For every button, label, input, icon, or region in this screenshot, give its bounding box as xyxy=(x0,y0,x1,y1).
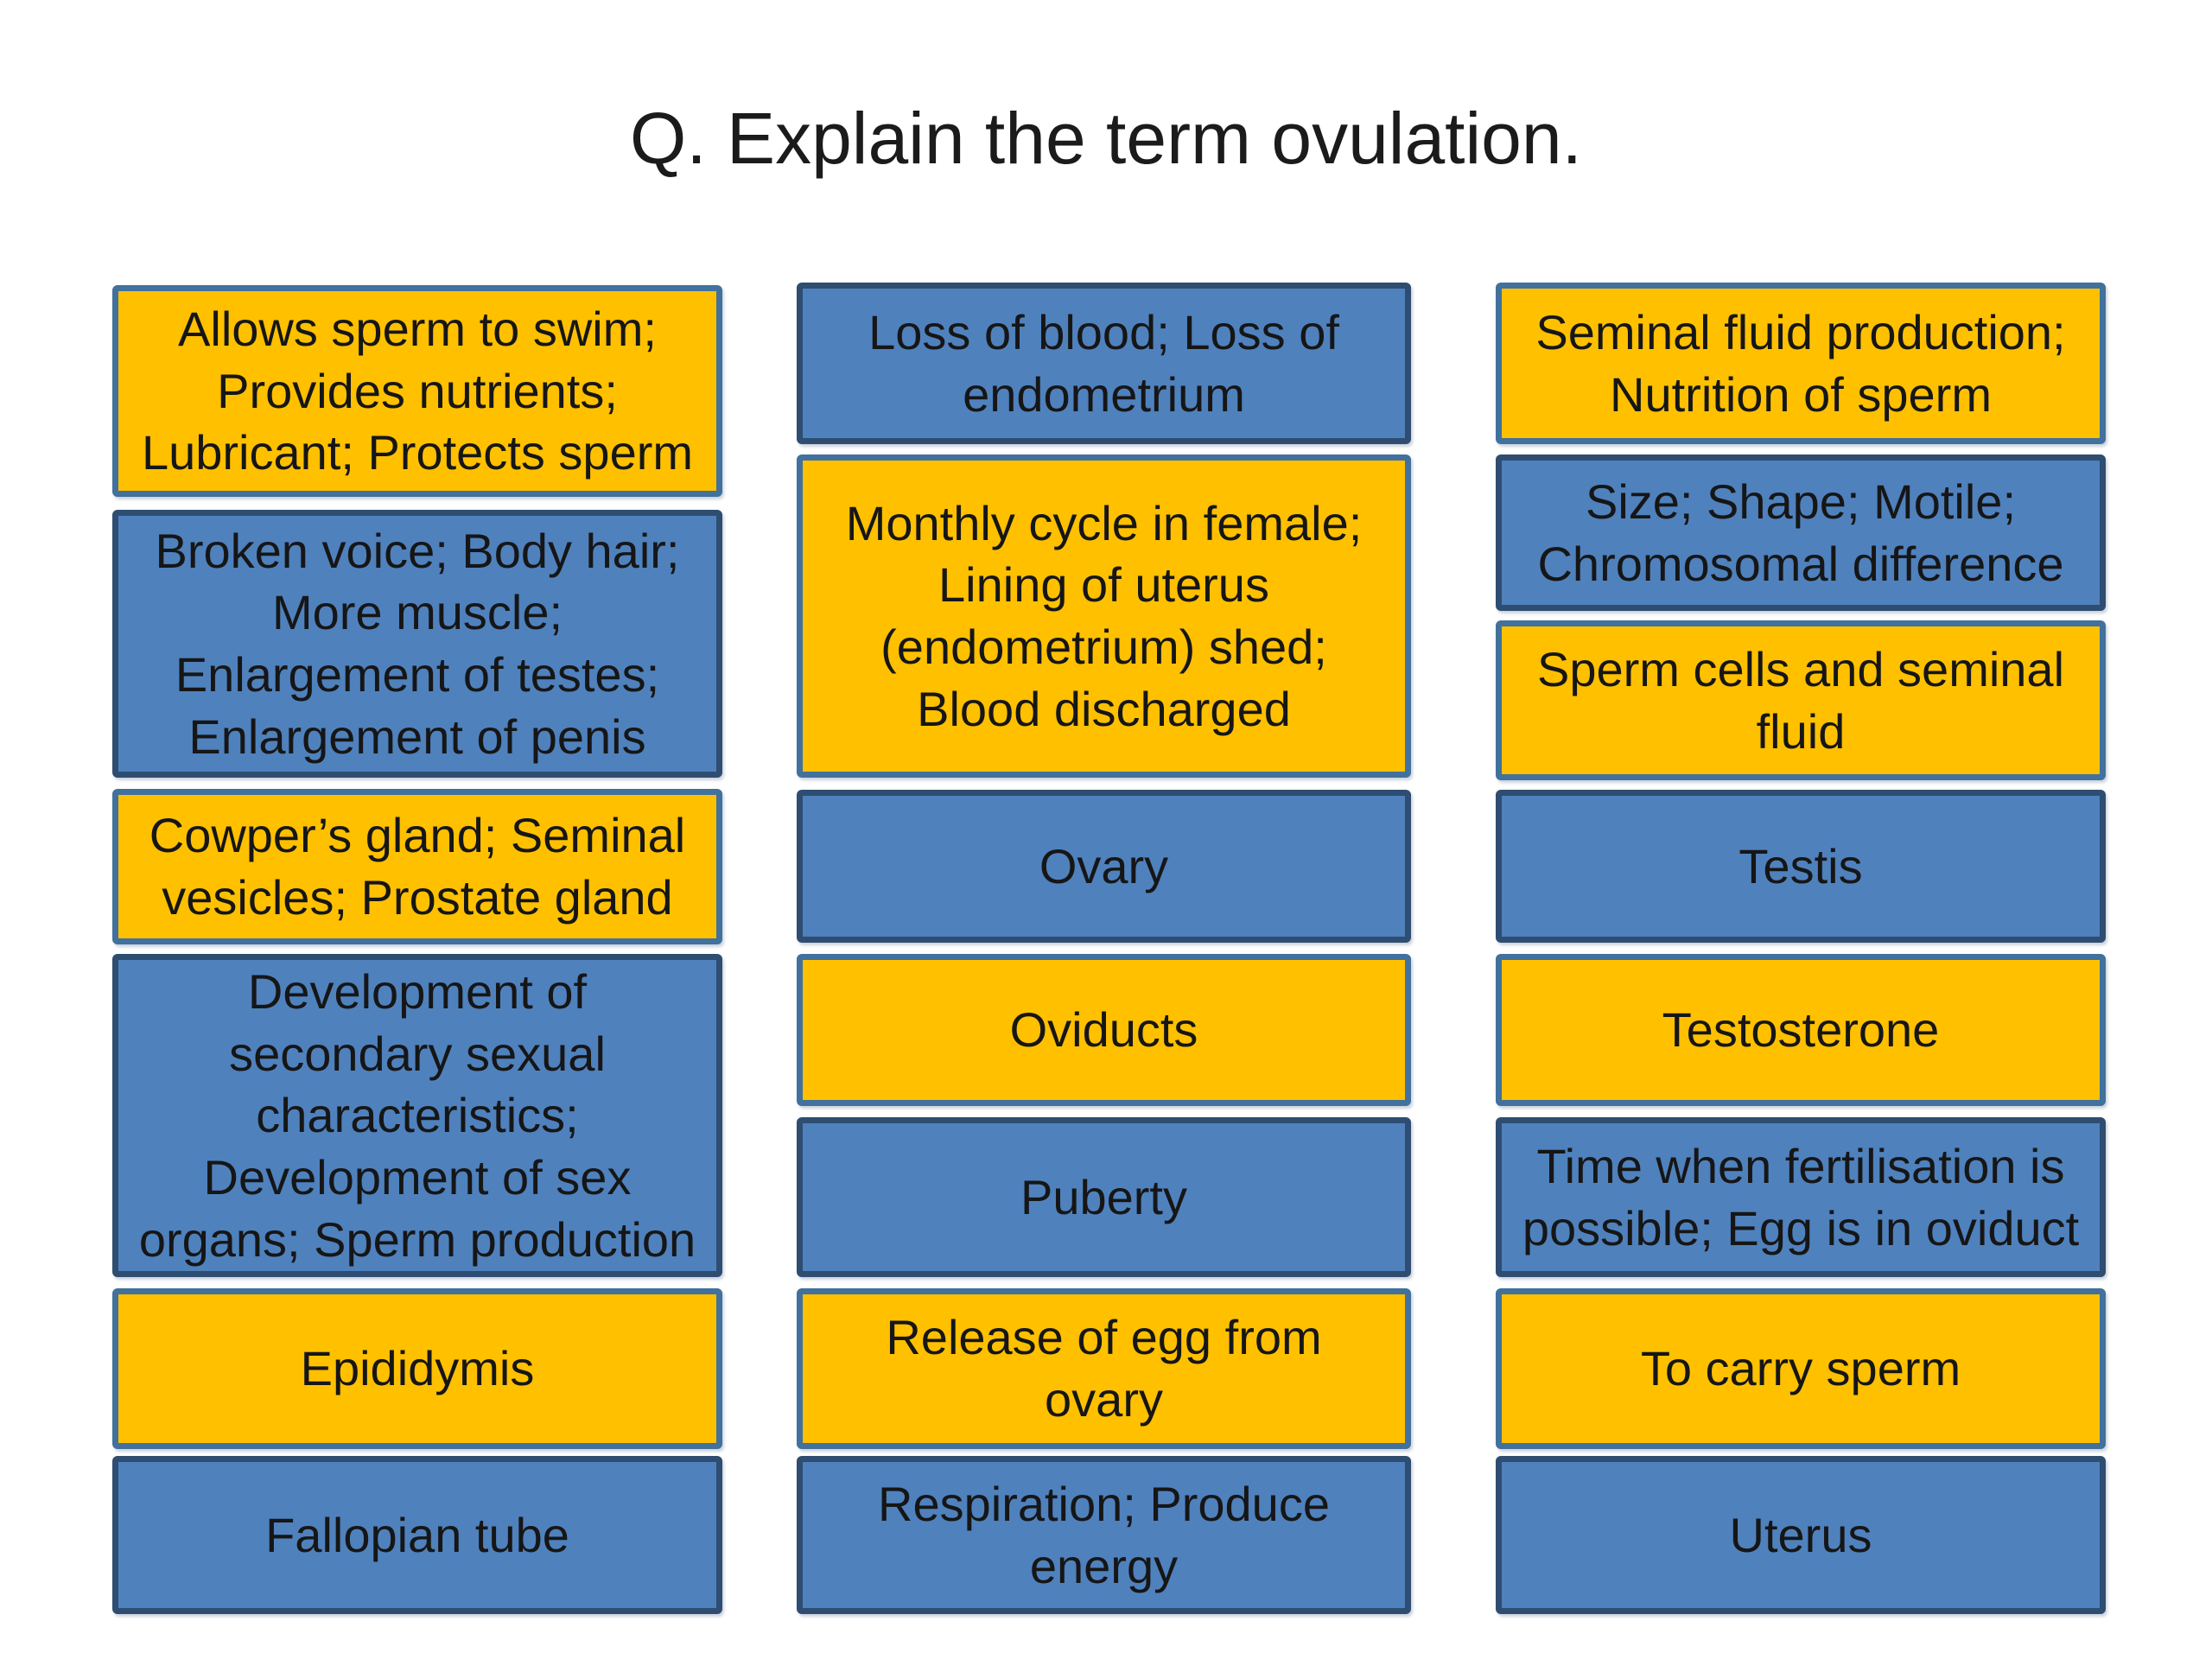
answer-card: Time when fertilisation is possible; Egg… xyxy=(1496,1117,2106,1277)
answer-card: Broken voice; Body hair; More muscle; En… xyxy=(112,510,722,778)
answer-card-text: Development of secondary sexual characte… xyxy=(138,963,696,1267)
answer-card-text: Sperm cells and seminal fluid xyxy=(1536,641,2065,759)
answer-card-text: Fallopian tube xyxy=(265,1507,569,1562)
answer-card: Oviducts xyxy=(797,954,1411,1106)
answer-card-text: Release of egg from ovary xyxy=(886,1310,1322,1427)
answer-card-text: To carry sperm xyxy=(1640,1341,1961,1396)
answer-card: Respiration; Produce energy xyxy=(797,1456,1411,1614)
answer-card: Size; Shape; Motile; Chromosomal differe… xyxy=(1496,454,2106,611)
answer-card-text: Seminal fluid production; Nutrition of s… xyxy=(1535,304,2066,422)
slide-title: Q. Explain the term ovulation. xyxy=(630,98,1582,179)
answer-card: Sperm cells and seminal fluid xyxy=(1496,620,2106,780)
answer-card-text: Puberty xyxy=(1020,1169,1187,1224)
answer-card: Development of secondary sexual characte… xyxy=(112,954,722,1277)
answer-card-text: Broken voice; Body hair; More muscle; En… xyxy=(155,523,680,764)
answer-card: Puberty xyxy=(797,1117,1411,1277)
answer-card: To carry sperm xyxy=(1496,1288,2106,1449)
answer-card-text: Testosterone xyxy=(1662,1002,1940,1058)
answer-card-text: Ovary xyxy=(1039,838,1169,893)
answer-card: Cowper’s gland; Seminal vesicles; Prosta… xyxy=(112,789,722,944)
answer-card: Testis xyxy=(1496,790,2106,943)
answer-card: Epididymis xyxy=(112,1288,722,1449)
answer-card: Seminal fluid production; Nutrition of s… xyxy=(1496,283,2106,444)
answer-card-text: Loss of blood; Loss of endometrium xyxy=(868,304,1339,422)
answer-card: Release of egg from ovary xyxy=(797,1288,1411,1449)
answer-card-text: Oviducts xyxy=(1009,1002,1198,1058)
answer-card-text: Cowper’s gland; Seminal vesicles; Prosta… xyxy=(149,808,686,925)
answer-card-text: Size; Shape; Motile; Chromosomal differe… xyxy=(1537,474,2064,591)
answer-card: Testosterone xyxy=(1496,954,2106,1106)
answer-card: Fallopian tube xyxy=(112,1456,722,1614)
answer-card-text: Epididymis xyxy=(300,1341,535,1396)
answer-card: Loss of blood; Loss of endometrium xyxy=(797,283,1411,444)
answer-card: Monthly cycle in female; Lining of uteru… xyxy=(797,454,1411,778)
answer-card: Allows sperm to swim; Provides nutrients… xyxy=(112,285,722,497)
answer-card-text: Respiration; Produce energy xyxy=(878,1476,1330,1593)
answer-card-text: Testis xyxy=(1738,838,1863,893)
answer-card-text: Monthly cycle in female; Lining of uteru… xyxy=(845,495,1363,736)
answer-card-text: Time when fertilisation is possible; Egg… xyxy=(1522,1138,2080,1255)
answer-card: Ovary xyxy=(797,790,1411,943)
answer-card-text: Uterus xyxy=(1729,1507,1872,1562)
answer-card-text: Allows sperm to swim; Provides nutrients… xyxy=(141,301,694,480)
answer-card: Uterus xyxy=(1496,1456,2106,1614)
